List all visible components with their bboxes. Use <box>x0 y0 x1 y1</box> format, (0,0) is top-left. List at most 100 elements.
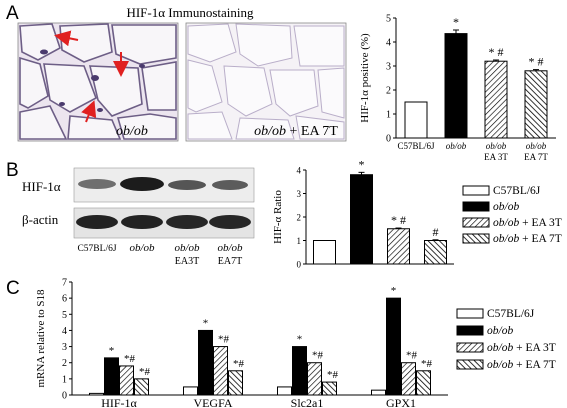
legend-label-text: + EA 7T <box>519 233 562 245</box>
panel-label-b: B <box>6 160 19 181</box>
y-tick-label: 5 <box>386 14 391 25</box>
x-tick-label: VEGFA <box>193 396 232 408</box>
micrograph-left-label: ob/ob <box>116 124 148 139</box>
significance-label: * # <box>529 55 544 69</box>
micrograph-ob-ob <box>17 22 179 142</box>
western-blot-actin <box>73 207 255 239</box>
bar-1 <box>198 329 213 396</box>
blot-label-hif1a: HIF-1α <box>22 179 61 194</box>
bar-2 <box>387 228 410 265</box>
bar-0 <box>404 101 428 139</box>
legend-swatch <box>456 325 484 336</box>
legend-label-text: C57BL/6J <box>493 185 541 197</box>
legend-swatch <box>462 217 490 228</box>
bar-0 <box>313 240 336 265</box>
legend-swatch <box>456 342 484 353</box>
bar-2 <box>307 362 322 396</box>
lane-label: ob/ob <box>174 242 200 254</box>
bar-3 <box>424 240 447 265</box>
y-tick-label: 1 <box>386 110 391 121</box>
legend-label: ob/ob + EA 7T <box>487 359 556 371</box>
significance-label: *# <box>312 350 324 362</box>
legend-label: ob/ob <box>487 325 513 337</box>
legend-label-text: + EA 7T <box>513 359 556 371</box>
bar-0 <box>371 389 386 396</box>
legend-label: ob/ob + EA 7T <box>493 233 562 245</box>
significance-label: *# <box>406 350 418 362</box>
y-axis-label: HIF-1α positive (%) <box>359 33 371 123</box>
bar-1 <box>292 346 307 396</box>
legend-label-italic: ob/ob <box>487 359 513 371</box>
bar-1 <box>104 357 119 396</box>
legend-swatch <box>456 308 484 319</box>
bar-2 <box>213 346 228 396</box>
legend-label-italic: ob/ob <box>493 201 519 213</box>
significance-label: *# <box>327 369 339 381</box>
x-tick-label: EA 3T <box>484 152 508 162</box>
x-tick-label: HIF-1α <box>101 396 137 408</box>
panel-a-title: HIF-1α Immunostaining <box>126 5 254 20</box>
y-tick-label: 5 <box>62 310 67 321</box>
y-tick-label: 2 <box>297 213 302 223</box>
y-tick-label: 2 <box>62 358 67 369</box>
x-tick-label: EA 7T <box>524 152 548 162</box>
micrograph-right-label: ob/ob + EA 7T <box>254 124 338 139</box>
legend-swatch <box>462 185 490 196</box>
legend-label-text: + EA 3T <box>513 342 556 354</box>
y-tick-label: 7 <box>62 278 67 289</box>
legend-label-italic: ob/ob <box>493 217 519 229</box>
bar-3 <box>416 370 431 396</box>
y-tick-label: 6 <box>62 294 67 305</box>
bar-0 <box>89 392 104 396</box>
x-tick-label: Slc2a1 <box>291 396 324 408</box>
y-axis-label: mRNA relative to S18 <box>35 289 47 388</box>
legend-label-italic: ob/ob <box>487 342 513 354</box>
legend-swatch <box>456 359 484 370</box>
y-tick-label: 0 <box>297 260 302 270</box>
significance-label: # <box>433 225 439 239</box>
y-axis-label: HIF-α Ratio <box>272 190 284 244</box>
legend-swatch <box>462 233 490 244</box>
bar-1 <box>444 33 468 139</box>
lane-label-sub: EA7T <box>218 256 242 267</box>
significance-label: * # <box>489 45 504 59</box>
bar-3 <box>134 378 149 396</box>
legend-label-italic: ob/ob <box>487 325 513 337</box>
significance-label: *# <box>218 334 230 346</box>
y-tick-label: 0 <box>386 134 391 145</box>
significance-label: * <box>203 317 209 329</box>
bar-2 <box>484 60 508 139</box>
significance-label: * <box>359 157 365 171</box>
bar-2 <box>401 362 416 396</box>
significance-label: * <box>297 334 303 346</box>
significance-label: *# <box>233 358 245 370</box>
significance-label: * # <box>391 213 406 227</box>
legend-label-text: C57BL/6J <box>487 308 535 320</box>
x-tick-label: ob/ob <box>446 141 467 151</box>
legend-label: ob/ob + EA 3T <box>493 217 562 229</box>
significance-label: * <box>453 15 459 29</box>
legend-label-italic: ob/ob <box>493 233 519 245</box>
legend-label: ob/ob + EA 3T <box>487 342 556 354</box>
y-tick-label: 4 <box>297 166 302 176</box>
panel-label-a: A <box>6 3 19 24</box>
y-tick-label: 3 <box>386 62 391 73</box>
bar-1 <box>350 174 373 265</box>
lane-label: C57BL/6J <box>77 244 116 254</box>
y-tick-label: 2 <box>386 86 391 97</box>
x-tick-label: ob/ob <box>526 141 547 151</box>
significance-label: *# <box>421 358 433 370</box>
chart-hif1a-positive: 0 1 2 3 4 5 HIF-1α positive (%) C57BL/6J * ob/ob *… <box>359 14 556 162</box>
legend-swatch <box>462 201 490 212</box>
bar-2 <box>119 365 134 396</box>
significance-label: *# <box>139 366 151 378</box>
chart-hif-ratio: 0 1 2 3 4 HIF-α Ratio * * # # <box>272 157 454 270</box>
y-tick-label: 0 <box>62 391 67 402</box>
x-tick-label: GPX1 <box>386 396 416 408</box>
bar-1 <box>386 297 401 396</box>
significance-label: *# <box>124 353 136 365</box>
